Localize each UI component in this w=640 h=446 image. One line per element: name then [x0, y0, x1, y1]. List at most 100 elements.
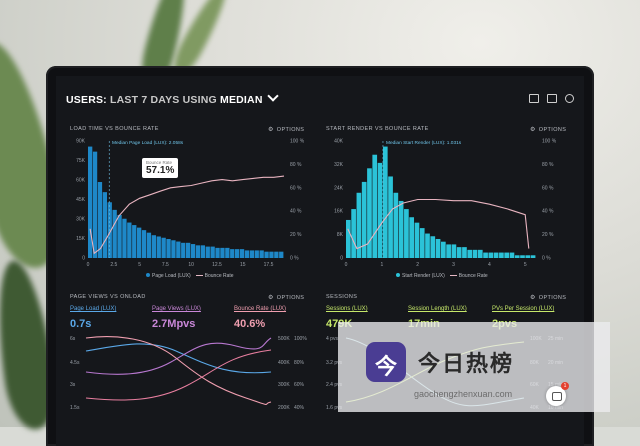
histogram-bar: [190, 244, 196, 258]
y-axis-tick: 30K: [76, 217, 86, 223]
y-axis-tick: 90K: [76, 139, 86, 145]
x-axis-tick: 2.5: [110, 262, 117, 268]
legend-bounce-rate: Bounce Rate: [458, 273, 488, 279]
histogram-bar: [456, 247, 462, 258]
histogram-bar: [425, 233, 430, 258]
kpi-page-load-label[interactable]: Page Load (LUX): [70, 306, 117, 312]
panel-sessions-options-button[interactable]: OPTIONS: [530, 294, 566, 301]
panel-load-title: LOAD TIME VS BOUNCE RATE: [70, 126, 159, 132]
panel-load-options-button[interactable]: OPTIONS: [268, 126, 304, 133]
axis-tick: 400K: [278, 360, 290, 366]
x-axis-tick: 5: [524, 262, 527, 268]
histogram-bar: [435, 238, 441, 258]
kpi-bounce-rate-label[interactable]: Bounce Rate (LUX): [234, 306, 287, 312]
y2-axis-tick: 80 %: [542, 162, 554, 168]
histogram-bar: [225, 247, 230, 258]
y2-axis-tick: 20 %: [542, 232, 554, 238]
help-icon[interactable]: [565, 94, 574, 103]
x-axis-tick: 17.5: [264, 262, 274, 268]
kpi-page-views-value: 2.7Mpvs: [152, 318, 196, 330]
kpi-pvs-per-session-label[interactable]: PVs Per Session (LUX): [492, 306, 555, 312]
y-axis-tick: 32K: [334, 162, 344, 168]
monitor-icon[interactable]: [529, 94, 539, 103]
histogram-bar: [451, 244, 457, 258]
app-logo: 今: [366, 342, 406, 382]
logo-glyph: 今: [374, 354, 397, 379]
histogram-bar: [264, 251, 269, 258]
chat-icon[interactable]: [546, 386, 566, 406]
axis-tick: 60%: [294, 382, 305, 388]
y2-axis-tick: 40 %: [290, 209, 302, 215]
histogram-bar: [244, 250, 250, 258]
y2-axis-tick: 20 %: [290, 232, 302, 238]
histogram-bar: [414, 222, 420, 258]
histogram-bar: [259, 250, 264, 258]
histogram-bar: [377, 162, 383, 258]
histogram-bar: [249, 250, 254, 258]
histogram-bar: [127, 222, 132, 258]
axis-tick: 300K: [278, 382, 290, 388]
histogram-bar: [382, 146, 388, 258]
x-axis-tick: 10: [188, 262, 194, 268]
y2-axis-tick: 0 %: [290, 256, 299, 262]
histogram-bar: [504, 252, 510, 258]
histogram-bar: [279, 251, 284, 258]
chart-icon[interactable]: [547, 94, 557, 103]
x-axis-tick: 3: [452, 262, 455, 268]
histogram-bar: [530, 255, 536, 258]
histogram-bar: [230, 249, 235, 258]
kpi-sessions-label[interactable]: Sessions (LUX): [326, 306, 368, 312]
histogram-bar: [97, 182, 103, 258]
title-metric: MEDIAN: [220, 94, 263, 106]
axis-tick: 4.5s: [70, 360, 80, 366]
x-axis-tick: 15: [240, 262, 246, 268]
y2-axis-tick: 60 %: [290, 185, 302, 191]
panel-views-options-button[interactable]: OPTIONS: [268, 294, 304, 301]
x-axis-tick: 0: [87, 262, 90, 268]
histogram-bar: [137, 227, 142, 258]
y-axis-tick: 0: [82, 256, 85, 262]
histogram-bar: [520, 255, 525, 258]
panel-views-title: PAGE VIEWS VS ONLOAD: [70, 294, 146, 300]
x-axis-tick: 4: [488, 262, 491, 268]
page-load-line: [85, 343, 272, 374]
axis-tick: 80%: [294, 360, 305, 366]
histogram-bar: [88, 146, 93, 258]
bounce-rate-line: [89, 175, 285, 255]
y-axis-tick: 0: [340, 256, 343, 262]
histogram-bar: [254, 250, 259, 258]
axis-tick: 1.6 pvs: [326, 405, 343, 411]
axis-tick: 4 pvs: [326, 336, 338, 342]
tooltip-value: 57.1%: [146, 165, 175, 176]
kpi-page-views-label[interactable]: Page Views (LUX): [152, 306, 201, 312]
legend-dot: [396, 273, 400, 277]
legend-dot: [146, 273, 150, 277]
histogram-bar: [404, 209, 409, 258]
median-start-render-label: Median Start Render (LUX): 1.031s: [386, 141, 462, 146]
histogram-bar: [117, 214, 122, 258]
histogram-bar: [430, 236, 436, 258]
kpi-session-length-label[interactable]: Session Length (LUX): [408, 306, 467, 312]
bounce-rate-line: [85, 336, 272, 406]
dashboard-header: USERS: LAST 7 DAYS USING MEDIAN: [66, 90, 574, 114]
kpi-bounce-rate-value: 40.6%: [234, 318, 266, 330]
histogram-bar: [388, 176, 393, 258]
x-axis-tick: 12.5: [212, 262, 222, 268]
dashboard-title[interactable]: USERS: LAST 7 DAYS USING MEDIAN: [66, 90, 279, 106]
histogram-bar: [166, 239, 171, 258]
panel-render-options-button[interactable]: OPTIONS: [530, 126, 566, 133]
histogram-bar: [205, 246, 210, 258]
histogram-bar: [112, 209, 117, 258]
histogram-bar: [398, 200, 404, 258]
histogram-bar: [107, 202, 112, 258]
axis-tick: 40%: [294, 405, 305, 411]
x-axis-tick: 5: [138, 262, 141, 268]
y-axis-tick: 60K: [76, 178, 86, 184]
histogram-bar: [509, 252, 515, 258]
histogram-bar: [181, 242, 186, 258]
histogram-bar: [372, 154, 378, 258]
histogram-bar: [92, 151, 98, 258]
histogram-bar: [467, 249, 473, 258]
histogram-bar: [200, 245, 205, 258]
histogram-bar: [351, 209, 356, 258]
